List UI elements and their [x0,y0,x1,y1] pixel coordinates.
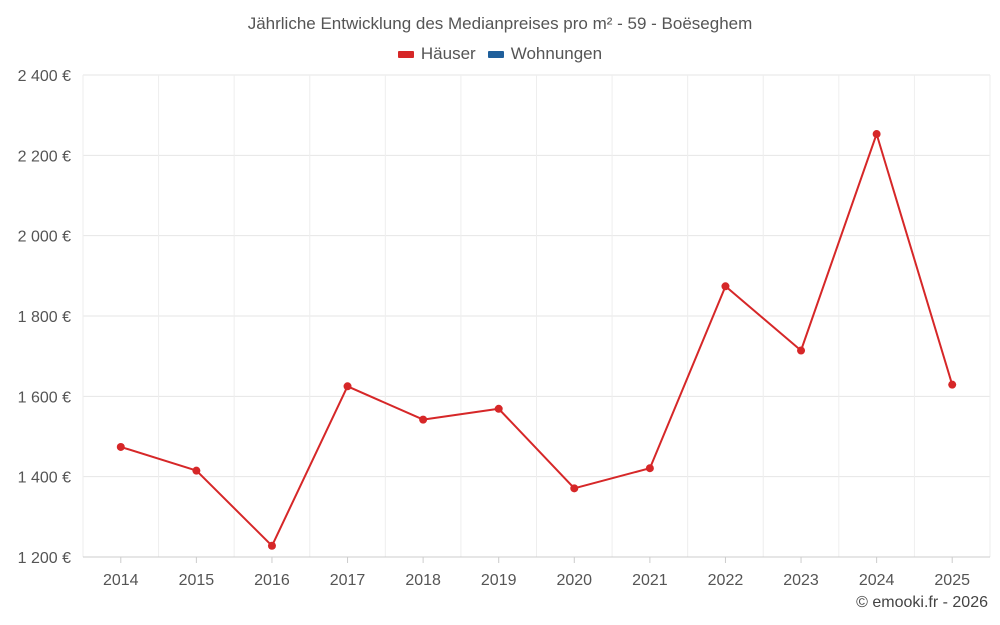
y-tick-label: 2 000 € [18,229,71,246]
data-point [494,404,503,413]
legend-item-wohnungen[interactable]: Wohnungen [487,44,603,64]
legend-swatch-wohnungen [487,50,504,58]
y-tick-label: 1 200 € [18,550,71,567]
x-tick-label: 2020 [556,572,592,589]
data-point [343,382,352,391]
data-point [721,282,730,291]
x-tick-label: 2022 [708,572,744,589]
legend-swatch-haeuser [397,50,414,58]
x-tick-label: 2018 [405,572,441,589]
y-tick-label: 2 200 € [18,148,71,165]
chart-title: Jährliche Entwicklung des Medianpreises … [247,14,753,33]
data-point [116,442,125,451]
data-point [948,380,957,389]
x-tick-label: 2019 [481,572,517,589]
data-point [797,346,806,355]
x-tick-label: 2016 [254,572,290,589]
data-point [192,466,201,475]
x-tick-label: 2015 [179,572,215,589]
y-tick-label: 2 400 € [18,68,71,85]
y-tick-label: 1 800 € [18,309,71,326]
x-tick-label: 2024 [859,572,895,589]
x-tick-label: 2025 [934,572,970,589]
legend-label-haeuser: Häuser [420,44,476,63]
x-tick-label: 2014 [103,572,139,589]
legend-item-haeuser[interactable]: Häuser [397,44,476,64]
x-tick-label: 2023 [783,572,819,589]
legend: Häuser Wohnungen [0,44,1000,64]
credit-text: © emooki.fr - 2026 [856,594,988,611]
data-point [872,130,881,139]
data-point [267,541,276,550]
data-point [570,484,579,493]
x-tick-label: 2017 [330,572,366,589]
y-tick-label: 1 400 € [18,470,71,487]
x-tick-label: 2021 [632,572,668,589]
y-tick-label: 1 600 € [18,389,71,406]
legend-label-wohnungen: Wohnungen [510,44,603,63]
data-point [419,415,428,424]
data-point [645,464,654,473]
series-line-0 [120,133,954,547]
